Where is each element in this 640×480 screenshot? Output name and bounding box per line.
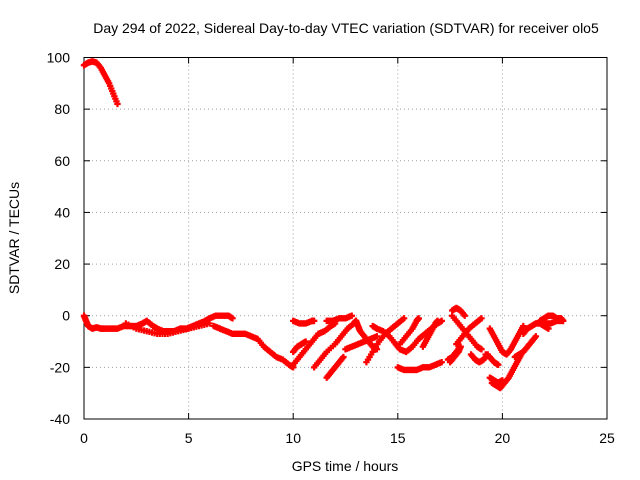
series-seg-6-7	[206, 312, 236, 322]
data-point	[400, 315, 408, 322]
data-points	[80, 58, 567, 392]
data-point	[559, 317, 567, 325]
x-tick-label: 0	[80, 430, 88, 446]
series-seg-19.3-20	[486, 374, 506, 387]
series-seg-17-18-low	[446, 343, 464, 366]
x-tick-label: 20	[495, 430, 511, 446]
y-tick-label: 80	[54, 101, 70, 117]
series-seg-11.5-13	[323, 353, 347, 381]
series-seg-20.5-21.5	[511, 333, 540, 361]
grid-lines	[84, 57, 607, 419]
series-seg-19-20	[486, 322, 527, 358]
data-point	[340, 353, 347, 361]
data-point	[520, 322, 527, 330]
series-seg-11-12-upper	[323, 312, 355, 325]
x-tick-label: 25	[599, 430, 615, 446]
data-point	[495, 361, 502, 368]
x-tick-label: 10	[285, 430, 301, 446]
y-tick-label: 100	[47, 50, 71, 66]
series-band-0-6h-lower	[122, 320, 213, 337]
data-point	[302, 338, 309, 345]
x-tick-label: 5	[185, 430, 193, 446]
series-seg-17.8-19	[453, 315, 485, 348]
series-seg-16-17	[419, 317, 441, 350]
series-seg-13.5-15	[363, 315, 408, 366]
chart-title: Day 294 of 2022, Sidereal Day-to-day VTE…	[93, 20, 599, 36]
y-tick-label: -40	[50, 411, 70, 427]
data-point	[478, 315, 485, 322]
plot-frame	[83, 57, 608, 420]
x-axis-label: GPS time / hours	[292, 458, 399, 474]
x-tick-label: 15	[390, 430, 406, 446]
data-point	[478, 346, 485, 353]
series-seg-22-23	[541, 317, 567, 327]
series-seg-10-12a	[290, 317, 318, 327]
data-point	[499, 377, 506, 384]
series-seg-19.2-19.8	[482, 351, 502, 368]
series-seg-15-17	[394, 358, 445, 374]
series-seg-17.8-18.5	[448, 304, 468, 319]
y-tick-label: 60	[54, 153, 70, 169]
y-tick-label: -20	[50, 359, 70, 375]
y-tick-label: 0	[62, 308, 70, 324]
data-point	[373, 333, 381, 340]
series-seg-10-12b	[290, 320, 339, 368]
axis-ticks	[83, 57, 608, 420]
data-point	[114, 100, 121, 108]
y-tick-label: 40	[54, 204, 70, 220]
data-point	[438, 358, 445, 366]
data-point	[415, 315, 422, 322]
tick-labels: 0 5 10 15 20 25 -40 -20 0 20 40 60 80 100	[47, 50, 615, 447]
data-point	[457, 343, 464, 350]
data-point	[461, 312, 468, 319]
data-point	[532, 333, 540, 340]
data-point	[434, 317, 441, 325]
data-point	[310, 317, 318, 325]
series-seg-15-16	[396, 315, 422, 348]
series-seg-10-11-low	[290, 338, 309, 356]
y-axis-label: SDTVAR / TECUs	[6, 182, 22, 294]
data-point	[348, 312, 355, 319]
series-band-6-10h	[210, 322, 297, 371]
data-point	[229, 315, 236, 322]
y-tick-label: 20	[54, 256, 70, 272]
series-early-high	[80, 58, 121, 108]
series-seg-17.5-19	[448, 312, 485, 353]
